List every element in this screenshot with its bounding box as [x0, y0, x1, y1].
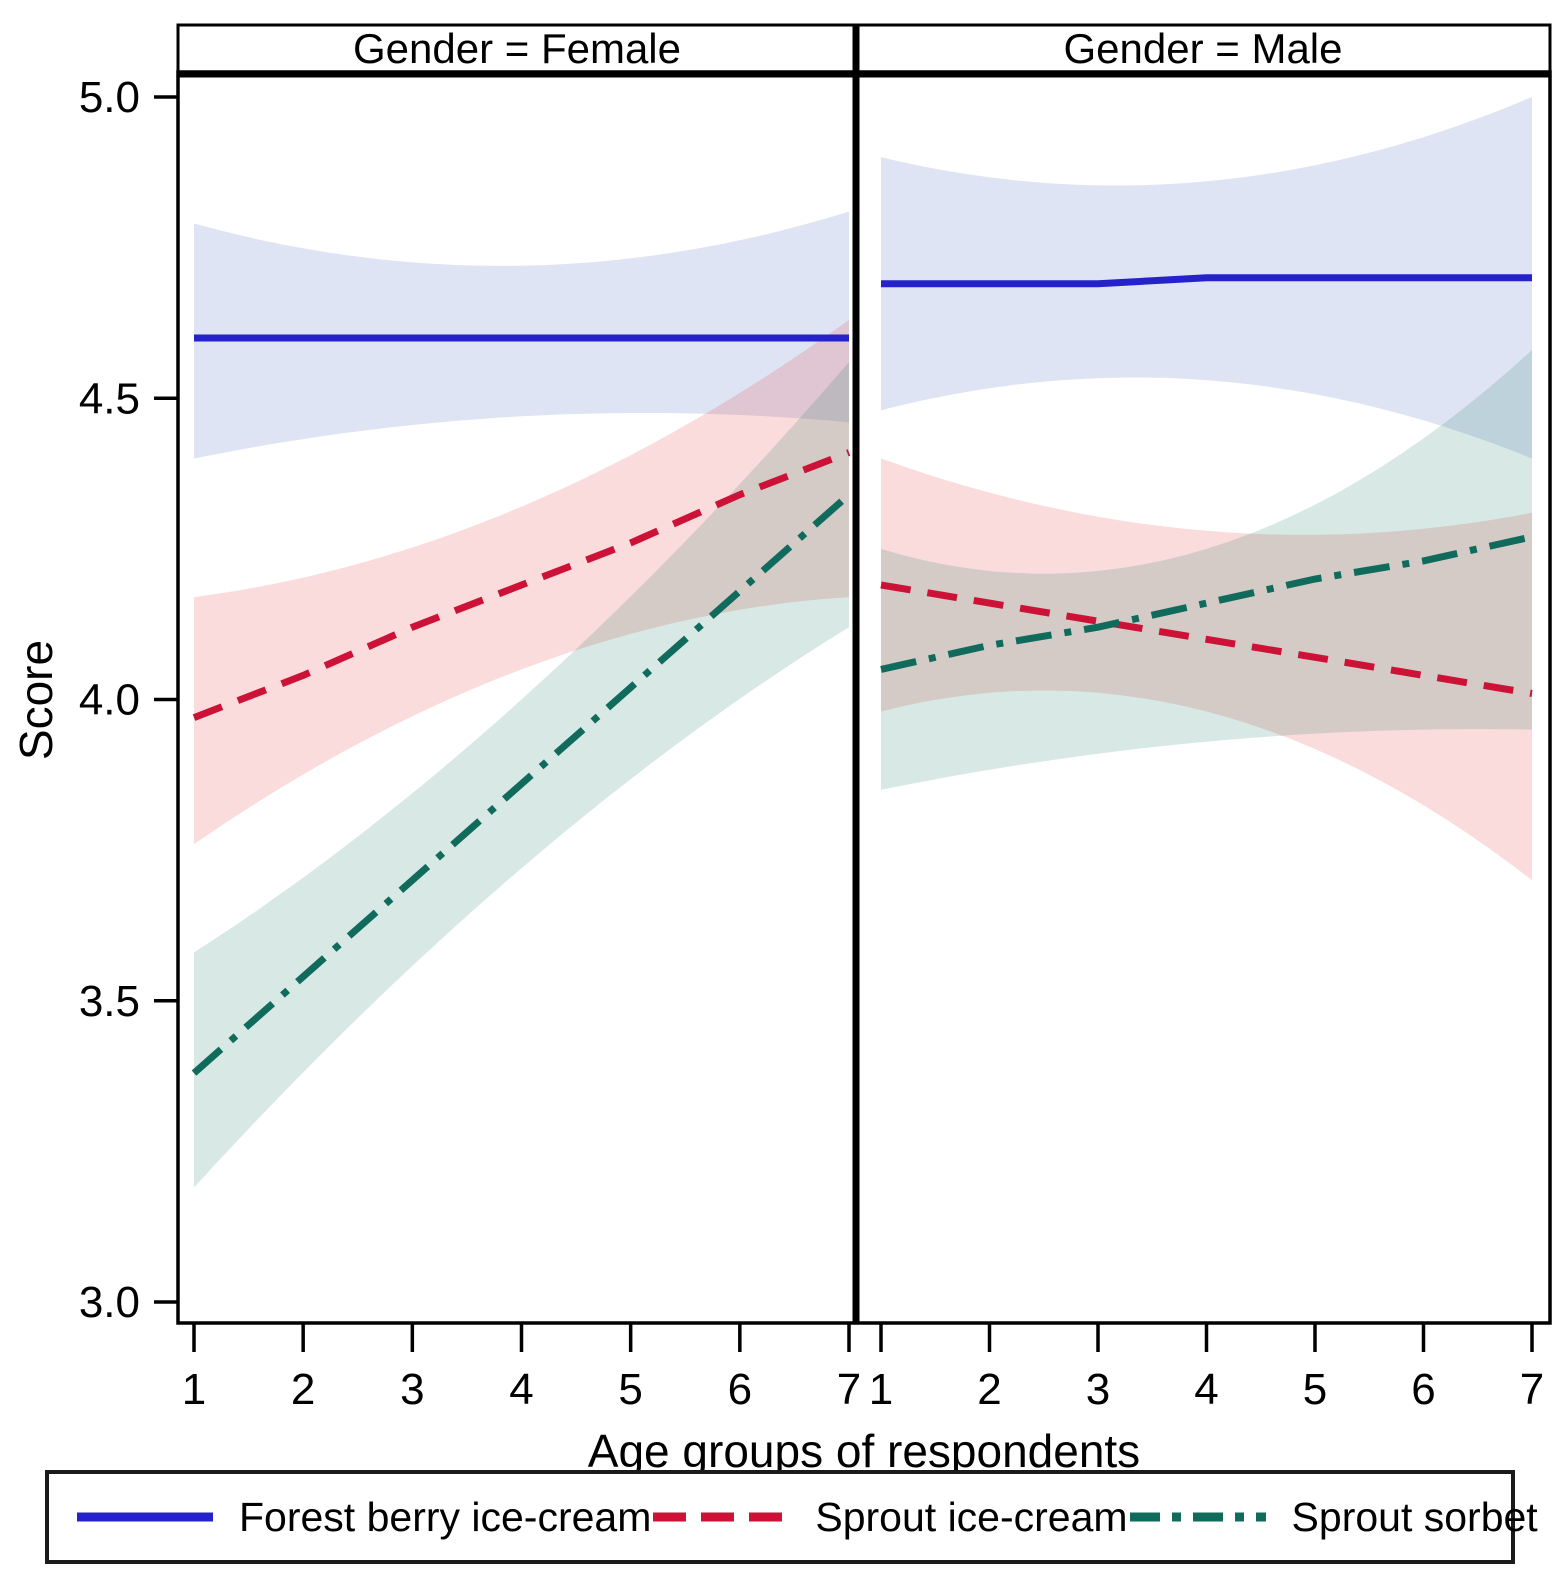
y-tick-label: 4.5	[79, 374, 140, 423]
plot-frame	[176, 70, 1552, 1325]
y-tick-label: 3.0	[79, 1278, 140, 1327]
x-tick-label: 2	[977, 1365, 1001, 1414]
legend-item-sprout-ice-cream: Sprout ice-cream	[651, 1493, 1128, 1541]
x-tick-label: 2	[291, 1365, 315, 1414]
y-axis-title: Score	[10, 639, 62, 761]
mean-line-sprout-sorbet	[191, 492, 852, 1076]
mean-line-sprout-sorbet	[880, 533, 1533, 673]
panel-header-male: Gender = Male	[1063, 25, 1343, 72]
y-tick-label: 3.5	[79, 977, 140, 1026]
panel-header-female: Gender = Female	[352, 25, 681, 72]
legend-line-sample	[653, 1512, 790, 1522]
facet-male	[880, 97, 1533, 881]
ci-band-sprout-ice-cream	[881, 458, 1532, 881]
x-tick-label: 4	[1194, 1365, 1218, 1414]
legend-line-sample	[1129, 1512, 1266, 1522]
x-tick-label: 5	[1303, 1365, 1327, 1414]
x-tick-label: 5	[618, 1365, 642, 1414]
x-tick-label: 6	[728, 1365, 752, 1414]
x-tick-label: 1	[869, 1365, 893, 1414]
y-tick-label: 4.0	[79, 676, 140, 725]
facet-female	[191, 211, 852, 1188]
mean-line-forest-berry-ice-cream	[881, 274, 1532, 288]
ci-band-sprout-sorbet	[881, 350, 1532, 790]
x-tick-label: 3	[1086, 1365, 1110, 1414]
x-tick-label: 6	[1411, 1365, 1435, 1414]
x-tick-label: 1	[182, 1365, 206, 1414]
x-axis-title: Age groups of respondents	[587, 1425, 1141, 1477]
legend: Forest berry ice-cream Sprout ice-cream …	[45, 1470, 1538, 1564]
ci-band-sprout-sorbet	[194, 362, 849, 1188]
legend-label: Forest berry ice-cream	[239, 1493, 652, 1540]
legend-line-sample	[77, 1512, 213, 1522]
x-tick-label: 4	[509, 1365, 533, 1414]
x-tick-label: 7	[837, 1365, 861, 1414]
legend-item-sprout-sorbet: Sprout sorbet	[1128, 1494, 1538, 1541]
mean-line-sprout-ice-cream	[880, 581, 1533, 697]
x-tick-label: 7	[1520, 1365, 1544, 1414]
mean-line-sprout-ice-cream	[192, 449, 851, 721]
legend-item-forest-berry-ice-cream: Forest berry ice-cream	[75, 1494, 651, 1541]
y-tick-label: 5.0	[79, 73, 140, 122]
x-tick-label: 3	[400, 1365, 424, 1414]
legend-label: Sprout sorbet	[1291, 1493, 1538, 1540]
legend-label: Sprout ice-cream	[815, 1493, 1128, 1540]
